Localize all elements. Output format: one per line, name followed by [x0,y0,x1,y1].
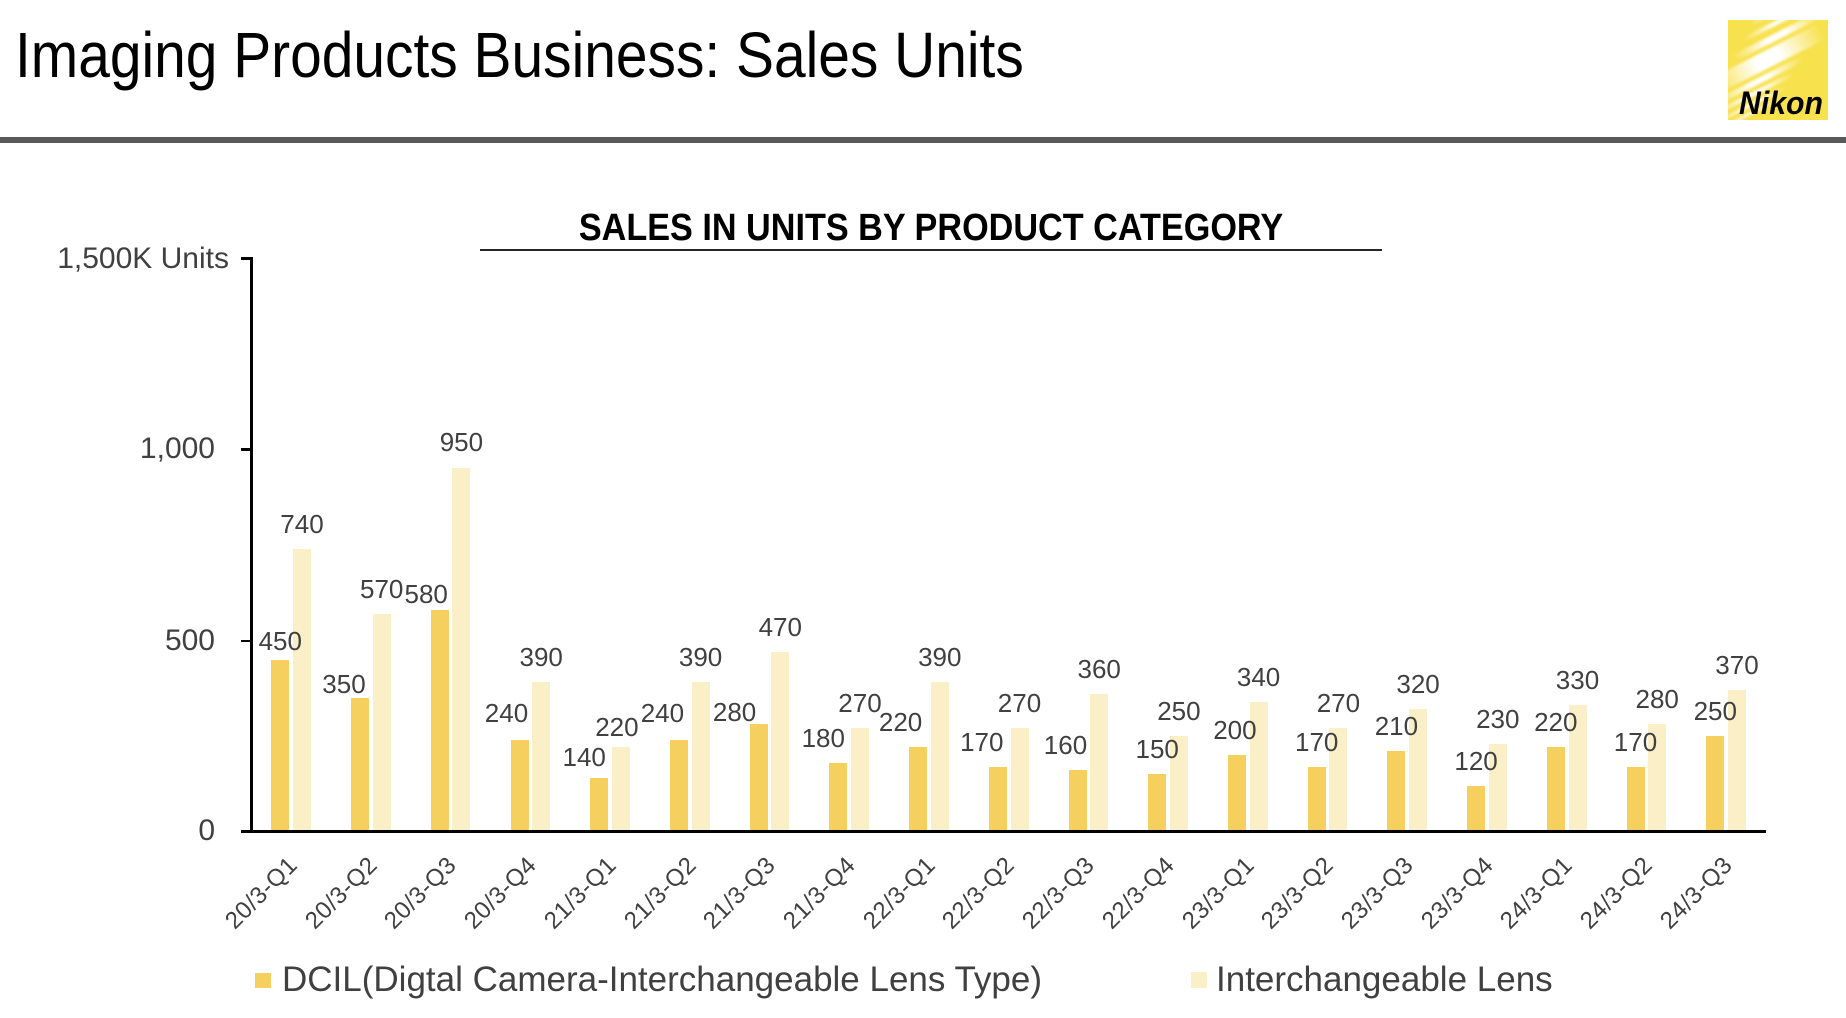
svg-text:Nikon: Nikon [1739,85,1823,120]
